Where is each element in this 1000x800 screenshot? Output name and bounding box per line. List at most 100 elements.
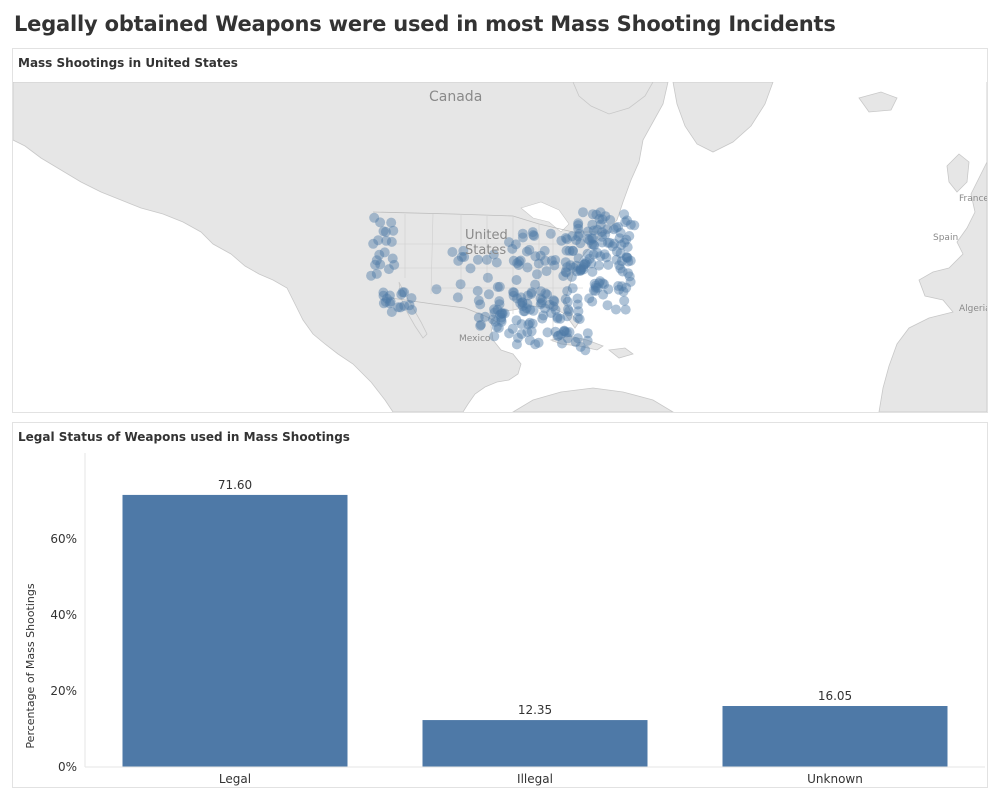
incident-point[interactable] <box>587 219 598 230</box>
incident-point[interactable] <box>557 338 567 349</box>
incident-point[interactable] <box>584 253 595 264</box>
incident-point[interactable] <box>496 312 507 323</box>
incident-point[interactable] <box>517 228 528 239</box>
incident-point[interactable] <box>526 288 537 299</box>
incident-point[interactable] <box>528 305 539 316</box>
incident-point[interactable] <box>537 313 548 324</box>
incident-point[interactable] <box>431 284 442 295</box>
incident-point[interactable] <box>595 219 606 230</box>
incident-point[interactable] <box>508 287 519 298</box>
incident-point[interactable] <box>555 329 566 340</box>
incident-point[interactable] <box>488 249 499 260</box>
incident-point[interactable] <box>533 258 544 269</box>
incident-point[interactable] <box>581 257 592 268</box>
incident-point[interactable] <box>396 289 407 300</box>
incident-point[interactable] <box>592 224 603 235</box>
incident-point[interactable] <box>522 262 533 273</box>
incident-point[interactable] <box>535 293 546 304</box>
incident-point[interactable] <box>589 240 600 251</box>
incident-point[interactable] <box>616 281 627 292</box>
incident-point[interactable] <box>605 215 616 225</box>
incident-point[interactable] <box>524 317 535 328</box>
incident-point[interactable] <box>399 300 410 311</box>
incident-point[interactable] <box>375 217 386 228</box>
incident-point[interactable] <box>495 309 506 320</box>
incident-point[interactable] <box>447 247 458 257</box>
incident-point[interactable] <box>523 290 533 301</box>
incident-point[interactable] <box>587 266 598 277</box>
incident-point[interactable] <box>619 237 630 248</box>
incident-point[interactable] <box>516 329 527 339</box>
incident-point[interactable] <box>558 271 569 281</box>
incident-point[interactable] <box>611 222 622 233</box>
incident-point[interactable] <box>380 296 391 307</box>
incident-point[interactable] <box>613 281 624 291</box>
incident-point[interactable] <box>526 326 537 337</box>
incident-point[interactable] <box>385 296 396 307</box>
incident-point[interactable] <box>575 341 586 352</box>
incident-point[interactable] <box>368 238 379 249</box>
incident-point[interactable] <box>549 260 560 271</box>
incident-point[interactable] <box>548 295 559 306</box>
us-map[interactable]: Canada United States Mexico France Spain… <box>13 82 987 412</box>
incident-point[interactable] <box>597 227 608 238</box>
incident-point[interactable] <box>512 258 523 269</box>
incident-point[interactable] <box>511 315 522 326</box>
incident-point[interactable] <box>573 218 584 229</box>
incident-point[interactable] <box>560 266 571 277</box>
incident-point[interactable] <box>455 279 466 290</box>
incident-point[interactable] <box>453 255 464 266</box>
incident-point[interactable] <box>522 298 533 309</box>
bars[interactable]: 71.60 12.35 16.05 <box>122 478 948 767</box>
incident-point[interactable] <box>595 276 605 287</box>
incident-point[interactable] <box>397 287 408 298</box>
incident-point[interactable] <box>614 233 625 244</box>
incident-point[interactable] <box>615 227 626 238</box>
incident-point[interactable] <box>386 217 397 228</box>
incident-point[interactable] <box>561 327 572 338</box>
incident-point[interactable] <box>370 259 381 270</box>
incident-point[interactable] <box>511 275 522 285</box>
incident-point[interactable] <box>523 319 534 330</box>
incident-point[interactable] <box>562 311 573 322</box>
incident-point[interactable] <box>379 247 390 258</box>
incident-point[interactable] <box>572 333 583 344</box>
incident-point[interactable] <box>366 270 377 281</box>
incident-point[interactable] <box>571 266 582 277</box>
incident-point[interactable] <box>597 278 608 289</box>
incident-point[interactable] <box>562 234 572 245</box>
bar-illegal[interactable] <box>422 720 648 767</box>
incident-point[interactable] <box>539 245 550 256</box>
incident-point[interactable] <box>621 282 632 293</box>
incident-point[interactable] <box>473 295 484 306</box>
incident-point[interactable] <box>578 262 589 273</box>
incident-point[interactable] <box>510 239 521 250</box>
incident-point[interactable] <box>552 313 563 324</box>
incident-point[interactable] <box>598 289 609 300</box>
incident-point[interactable] <box>504 237 514 248</box>
incident-point[interactable] <box>550 326 561 337</box>
incident-point[interactable] <box>530 251 541 262</box>
incident-point[interactable] <box>599 249 610 260</box>
incident-point[interactable] <box>513 332 523 343</box>
incident-point[interactable] <box>519 306 530 317</box>
incident-point[interactable] <box>493 323 504 333</box>
incident-point[interactable] <box>371 255 382 266</box>
incident-point[interactable] <box>378 226 389 237</box>
incident-point[interactable] <box>613 284 624 295</box>
incident-point[interactable] <box>564 245 575 256</box>
incident-point[interactable] <box>371 268 382 279</box>
incident-point[interactable] <box>563 304 573 315</box>
incident-point[interactable] <box>497 308 508 319</box>
incident-point[interactable] <box>611 246 622 257</box>
incident-point[interactable] <box>404 300 415 311</box>
incident-point[interactable] <box>615 248 626 259</box>
incident-point[interactable] <box>590 280 601 291</box>
incident-point[interactable] <box>570 337 581 348</box>
incident-point[interactable] <box>516 319 527 330</box>
incident-point[interactable] <box>611 304 621 315</box>
incident-point[interactable] <box>491 322 502 332</box>
incident-point[interactable] <box>629 220 640 231</box>
incident-point[interactable] <box>587 296 598 307</box>
incident-point[interactable] <box>588 233 598 244</box>
